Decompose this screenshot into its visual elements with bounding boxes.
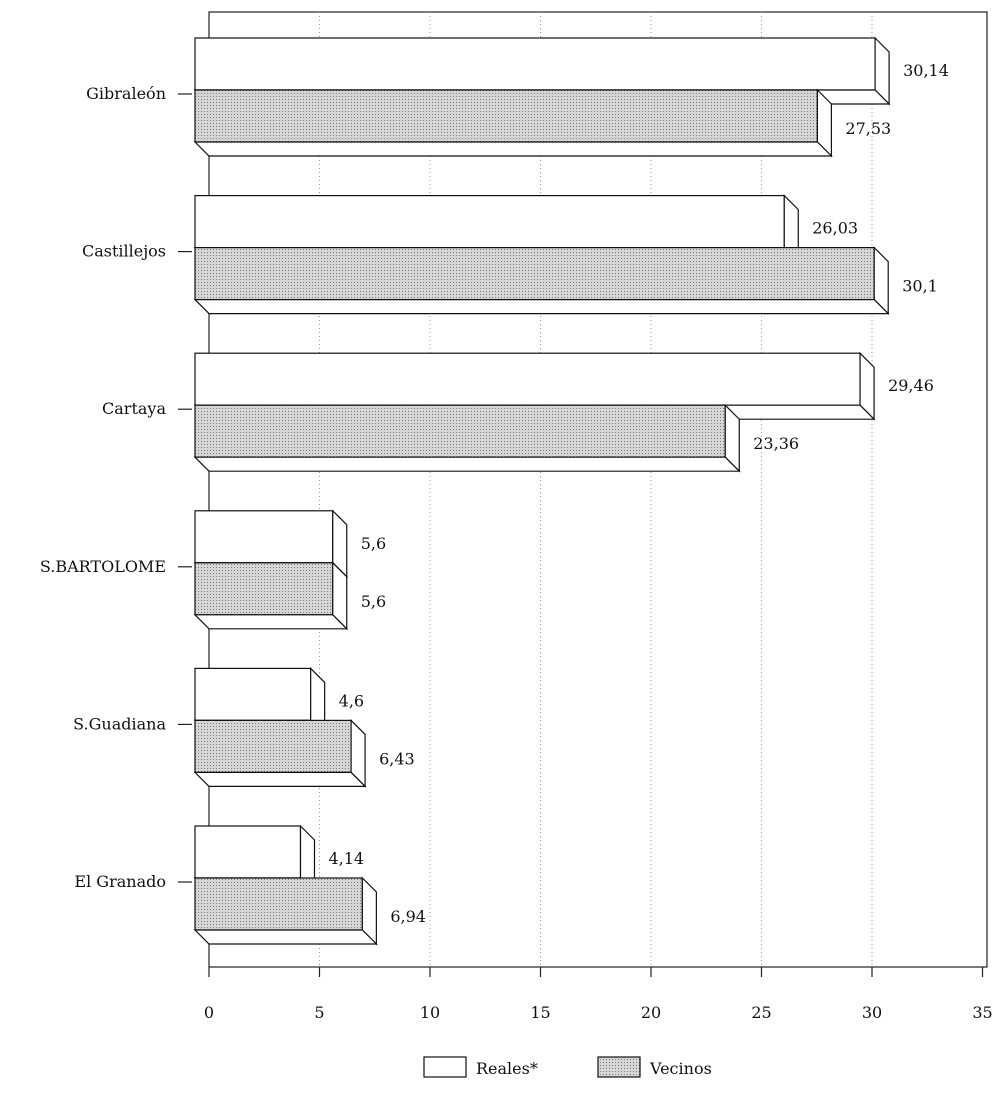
x-tick-label: 20 <box>641 1003 661 1022</box>
data-label-reales: 4,14 <box>328 849 364 868</box>
category-label: El Granado <box>74 872 166 891</box>
bar-vecinos-bottom <box>193 456 741 472</box>
bar-reales-front <box>194 195 785 249</box>
x-tick-label: 5 <box>314 1003 324 1022</box>
category-label: Castillejos <box>82 242 166 261</box>
bar-vecinos <box>193 403 741 473</box>
bar-vecinos-bottom <box>193 771 367 788</box>
bar-vecinos <box>193 246 890 316</box>
bar-reales-front <box>194 352 861 406</box>
x-tick-label: 25 <box>751 1003 771 1022</box>
legend-swatch-reales <box>423 1056 467 1078</box>
data-label-vecinos: 27,53 <box>845 119 891 138</box>
bar-vecinos-front <box>194 247 875 301</box>
legend: Reales* Vecinos <box>423 1056 712 1078</box>
bar-vecinos-bottom <box>193 929 378 945</box>
legend-label-vecinos: Vecinos <box>649 1059 712 1078</box>
x-tick-label: 35 <box>972 1003 992 1022</box>
bar-vecinos-front <box>194 404 726 458</box>
bar-reales-front <box>194 510 334 564</box>
legend-label-reales: Reales* <box>476 1059 538 1078</box>
category-label: S.BARTOLOME <box>40 557 166 576</box>
data-label-reales: 5,6 <box>361 534 386 553</box>
data-label-vecinos: 5,6 <box>361 592 386 611</box>
data-label-vecinos: 6,94 <box>390 907 426 926</box>
bar-vecinos <box>193 876 378 946</box>
category-label: Cartaya <box>102 399 166 418</box>
bar-reales-front <box>194 825 302 879</box>
bar-reales-front <box>194 667 312 722</box>
bar-vecinos-front <box>194 562 334 616</box>
plot-frame <box>208 11 988 968</box>
bar-reales-front <box>194 37 876 91</box>
axes: 0 5 10 15 20 25 30 35 Gibraleón Castillejos Cartay… <box>40 84 993 1022</box>
category-label: Gibraleón <box>86 84 166 103</box>
bar-vecinos-front <box>194 719 352 774</box>
x-tick-label: 30 <box>862 1003 882 1022</box>
bar-vecinos-front <box>194 877 363 931</box>
bar-vecinos <box>193 88 833 158</box>
x-tick-label: 10 <box>420 1003 440 1022</box>
data-label-reales: 30,14 <box>903 61 949 80</box>
x-tick-label: 0 <box>204 1003 214 1022</box>
bar-vecinos-bottom <box>193 141 833 157</box>
data-label-reales: 29,46 <box>888 376 934 395</box>
bar-vecinos-bottom <box>193 614 349 630</box>
bars: 30,14 27,53 26,03 30,1 29,46 23,36 5,6 5,6 4,6 6,… <box>193 36 949 946</box>
x-tick-label: 15 <box>530 1003 550 1022</box>
bar-vecinos-front <box>194 89 819 143</box>
legend-swatch-vecinos <box>597 1056 641 1078</box>
bar-vecinos-bottom <box>193 299 890 315</box>
data-label-reales: 4,6 <box>339 691 364 710</box>
data-label-vecinos: 6,43 <box>379 749 415 768</box>
data-label-vecinos: 30,1 <box>902 277 938 296</box>
data-label-reales: 26,03 <box>812 219 858 238</box>
data-label-vecinos: 23,36 <box>753 434 799 453</box>
bar-vecinos <box>193 718 367 788</box>
bar-vecinos <box>193 561 349 631</box>
category-label: S.Guadiana <box>73 714 166 733</box>
